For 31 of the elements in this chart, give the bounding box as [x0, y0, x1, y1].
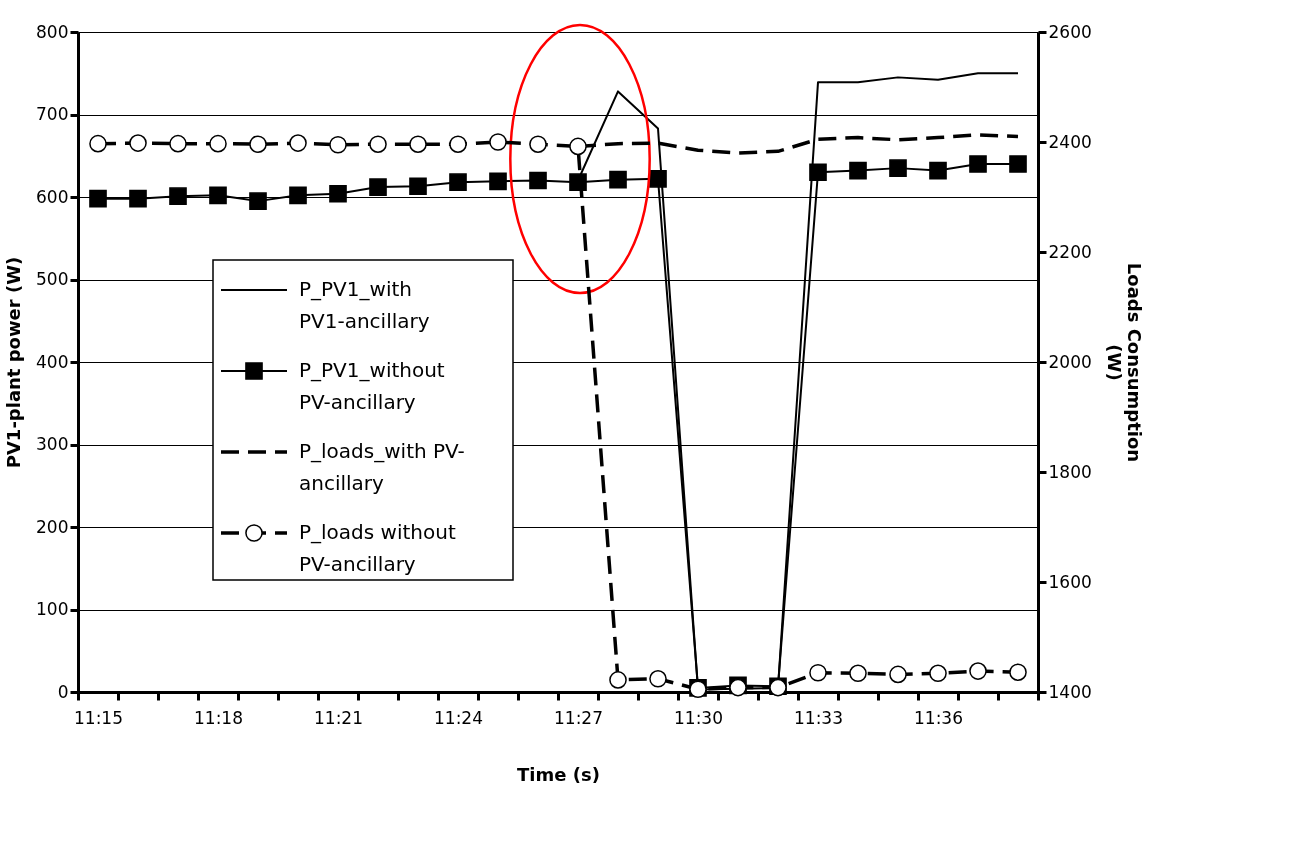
y2-tick-label: 2400 — [1048, 131, 1092, 152]
y-tick-label: 700 — [36, 104, 69, 124]
y2-tick-label: 2200 — [1048, 241, 1092, 262]
y-tick-label: 100 — [36, 599, 69, 619]
y2-tick-label: 1800 — [1048, 461, 1092, 482]
x-tick-label: 11:36 — [914, 707, 963, 728]
y2-axis-title: Loads Consumption (W) — [1103, 262, 1145, 463]
x-tick-label: 11:21 — [314, 707, 363, 728]
x-axis-title: Time (s) — [517, 763, 600, 785]
y-tick-label: 300 — [36, 434, 69, 454]
y-tick-label: 800 — [36, 21, 69, 42]
y2-tick-label: 2000 — [1048, 351, 1092, 372]
legend-label: P_loads without PV-ancillary — [299, 520, 456, 576]
x-tick-label: 11:30 — [674, 707, 723, 728]
legend-label: P_PV1_without PV-ancillary — [299, 358, 445, 414]
legend-label: P_loads_with PV-ancillary — [299, 439, 465, 495]
x-tick-label: 11:24 — [434, 707, 483, 728]
y-tick-label: 500 — [36, 269, 69, 289]
legend-label: P_PV1_with PV1-ancillary — [299, 277, 430, 333]
x-tick-label: 11:18 — [194, 707, 243, 728]
y-tick-label: 0 — [57, 681, 69, 702]
y2-tick-label: 1600 — [1048, 571, 1092, 592]
x-tick-label: 11:33 — [794, 707, 843, 728]
y-tick-label: 200 — [36, 516, 69, 537]
y-tick-label: 600 — [36, 186, 69, 207]
y2-tick-label: 2600 — [1048, 21, 1092, 42]
x-tick-label: 11:15 — [74, 707, 123, 728]
x-tick-label: 11:27 — [554, 707, 603, 728]
y-tick-label: 400 — [36, 351, 69, 372]
y-axis-title: PV1-plant power (W) — [3, 256, 25, 469]
y2-tick-label: 1400 — [1048, 681, 1092, 702]
